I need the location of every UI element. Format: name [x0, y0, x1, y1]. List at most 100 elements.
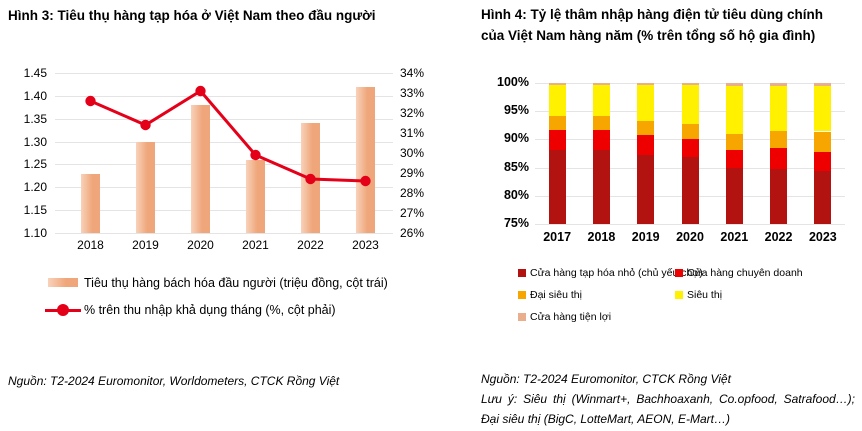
- fig4-y-axis-tick: 80%: [503, 187, 529, 202]
- fig4-y-axis-tick: 90%: [503, 131, 529, 146]
- fig3-legend-line-dot: [57, 304, 69, 316]
- fig4-segment-2019: [637, 83, 655, 86]
- fig4-segment-2019: [637, 120, 655, 135]
- fig4-segment-2017: [548, 84, 566, 117]
- fig3-right-axis-tick: 26%: [400, 226, 425, 240]
- fig4-segment-2022: [770, 130, 788, 149]
- figure4-note-line-2: Đại siêu thị (BigC, LotteMart, AEON, E-M…: [481, 412, 730, 426]
- fig4-segment-2023: [814, 83, 832, 87]
- fig4-legend-label: Cửa hàng tạp hóa nhỏ (chủ yếu chợ): [530, 267, 703, 279]
- fig4-segment-2017: [548, 116, 566, 130]
- fig4-segment-2020: [681, 124, 699, 139]
- fig3-left-axis-tick: 1.30: [23, 134, 47, 149]
- fig4-legend-swatch: [675, 291, 683, 299]
- figure4-title-line-2: của Việt Nam hàng năm (% trên tổng số hộ…: [481, 28, 816, 43]
- fig4-segment-2023: [814, 151, 832, 171]
- fig3-x-label: 2022: [297, 238, 324, 252]
- fig4-legend-label: Đại siêu thị: [530, 289, 582, 301]
- fig4-segment-2018: [592, 149, 610, 224]
- fig3-x-label: 2019: [132, 238, 159, 252]
- figure4-source: Nguồn: T2-2024 Euromonitor, CTCK Rồng Vi…: [481, 372, 731, 386]
- fig3-left-axis-tick: 1.15: [23, 203, 47, 218]
- fig4-segment-2021: [725, 133, 743, 150]
- fig4-y-axis-tick: 100%: [497, 75, 529, 89]
- fig4-legend-label: Cửa hàng chuyên doanh: [687, 267, 803, 279]
- fig3-gridline: [55, 233, 393, 234]
- fig4-x-label: 2021: [720, 230, 749, 244]
- fig4-segment-2019: [637, 134, 655, 156]
- fig3-left-axis-tick: 1.10: [23, 226, 47, 240]
- fig4-x-label: 2019: [631, 230, 660, 244]
- fig3-gridline: [55, 95, 393, 97]
- fig4-segment-2022: [770, 168, 788, 224]
- fig4-segment-2022: [770, 85, 788, 131]
- fig4-segment-2017: [548, 149, 566, 224]
- figure3-title: Hình 3: Tiêu thụ hàng tạp hóa ở Việt Nam…: [8, 8, 376, 23]
- fig4-segment-2021: [725, 85, 743, 134]
- fig3-left-axis-tick: 1.40: [23, 88, 47, 103]
- fig4-y-axis-tick: 95%: [503, 103, 529, 118]
- fig4-segment-2018: [592, 83, 610, 86]
- figure4-note-line-1: Lưu ý: Siêu thị (Winmart+, Bachhoaxanh, …: [481, 392, 855, 406]
- fig4-segment-2021: [725, 149, 743, 168]
- fig4-segment-2017: [548, 129, 566, 150]
- fig3-gridline: [55, 118, 393, 120]
- fig3-legend-line-label: % trên thu nhập khả dụng tháng (%, cột p…: [84, 303, 336, 317]
- figure4-title-line-1: Hình 4: Tỷ lệ thâm nhập hàng điện tử tiê…: [481, 7, 824, 22]
- fig3-gridline: [55, 210, 393, 212]
- fig3-right-axis-tick: 31%: [400, 126, 425, 140]
- fig4-gridline: [535, 224, 845, 225]
- fig4-x-label: 2020: [676, 230, 704, 244]
- fig4-segment-2020: [681, 85, 699, 125]
- fig4-segment-2020: [681, 138, 699, 157]
- fig3-left-axis-tick: 1.35: [23, 111, 47, 126]
- fig3-right-axis-tick: 33%: [400, 86, 425, 100]
- fig3-right-axis-tick: 32%: [400, 106, 425, 120]
- fig4-x-label: 2018: [587, 230, 616, 244]
- fig3-bar-2023: [356, 86, 375, 233]
- fig3-bar-2020: [191, 105, 210, 233]
- fig3-bar-2018: [81, 173, 100, 233]
- fig4-segment-2020: [681, 83, 699, 86]
- fig4-segment-2021: [725, 167, 743, 224]
- fig3-bar-2019: [136, 141, 155, 233]
- fig3-left-axis-tick: 1.45: [23, 66, 47, 80]
- fig3-left-axis-tick: 1.25: [23, 157, 47, 172]
- fig3-right-axis-tick: 27%: [400, 206, 425, 220]
- fig4-legend-label: Cửa hàng tiện lợi: [530, 311, 612, 323]
- figure3-source: Nguồn: T2-2024 Euromonitor, Worldometers…: [8, 374, 340, 388]
- fig4-x-label: 2023: [808, 230, 837, 244]
- fig4-x-label: 2022: [764, 230, 793, 244]
- figure4-title: Hình 4: Tỷ lệ thâm nhập hàng điện tử tiê…: [481, 4, 857, 46]
- fig3-x-label: 2018: [77, 238, 104, 252]
- fig3-legend-bar-label: Tiêu thụ hàng bách hóa đầu người (triệu …: [84, 276, 388, 290]
- fig4-segment-2022: [770, 148, 788, 169]
- fig3-right-axis-tick: 30%: [400, 146, 425, 160]
- fig4-segment-2023: [814, 131, 832, 152]
- fig3-x-label: 2023: [352, 238, 379, 252]
- fig4-segment-2019: [637, 155, 655, 224]
- fig3-gridline: [55, 164, 393, 166]
- fig3-left-axis-tick: 1.20: [23, 180, 47, 195]
- fig3-legend-bar-swatch: [48, 278, 78, 287]
- fig3-bar-2021: [246, 159, 265, 233]
- fig3-right-axis-tick: 29%: [400, 166, 425, 180]
- fig4-segment-2019: [637, 85, 655, 121]
- fig4-segment-2018: [592, 115, 610, 130]
- fig4-segment-2023: [814, 86, 832, 132]
- fig4-y-axis-tick: 75%: [503, 216, 529, 230]
- fig4-segment-2023: [814, 170, 832, 224]
- fig3-right-axis-tick: 34%: [400, 66, 425, 80]
- fig4-segment-2018: [592, 129, 610, 150]
- fig3-bar-2022: [301, 123, 320, 233]
- fig4-segment-2021: [725, 83, 743, 86]
- fig4-y-axis-tick: 85%: [503, 159, 529, 174]
- fig4-segment-2018: [592, 85, 610, 116]
- fig4-legend-swatch: [518, 313, 526, 321]
- fig3-gridline: [55, 73, 393, 74]
- fig4-legend-label: Siêu thị: [687, 289, 723, 301]
- fig4-legend-swatch: [518, 269, 526, 277]
- fig4-segment-2020: [681, 156, 699, 224]
- fig3-x-label: 2021: [242, 238, 269, 252]
